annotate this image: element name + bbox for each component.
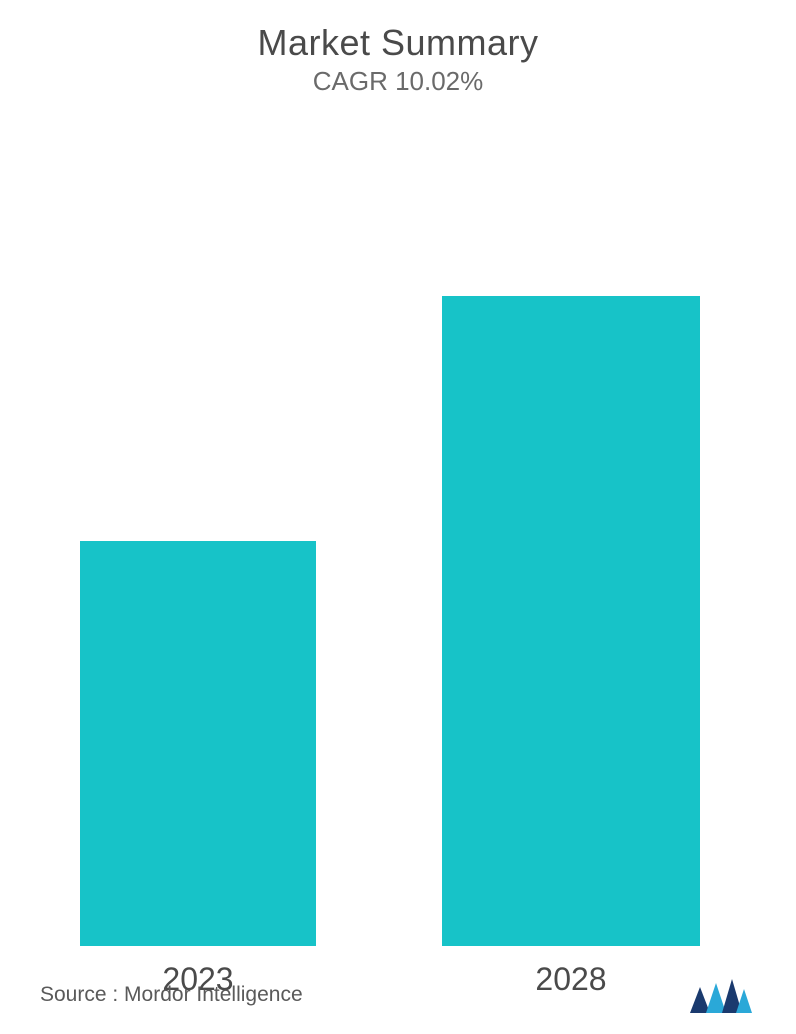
chart-footer: Source : Mordor Intelligence bbox=[0, 974, 796, 1034]
bar-2023 bbox=[80, 541, 316, 946]
chart-container: Market Summary CAGR 10.02% 2023 2028 Sou… bbox=[0, 0, 796, 1034]
chart-header: Market Summary CAGR 10.02% bbox=[0, 0, 796, 97]
source-text: Source : Mordor Intelligence bbox=[40, 983, 303, 1007]
chart-title: Market Summary bbox=[0, 22, 796, 64]
bars-group: 2023 2028 bbox=[0, 146, 796, 946]
bar-2028 bbox=[442, 296, 700, 946]
chart-area: 2023 2028 bbox=[0, 107, 796, 1034]
logo-icon bbox=[688, 975, 756, 1015]
chart-subtitle: CAGR 10.02% bbox=[0, 66, 796, 97]
